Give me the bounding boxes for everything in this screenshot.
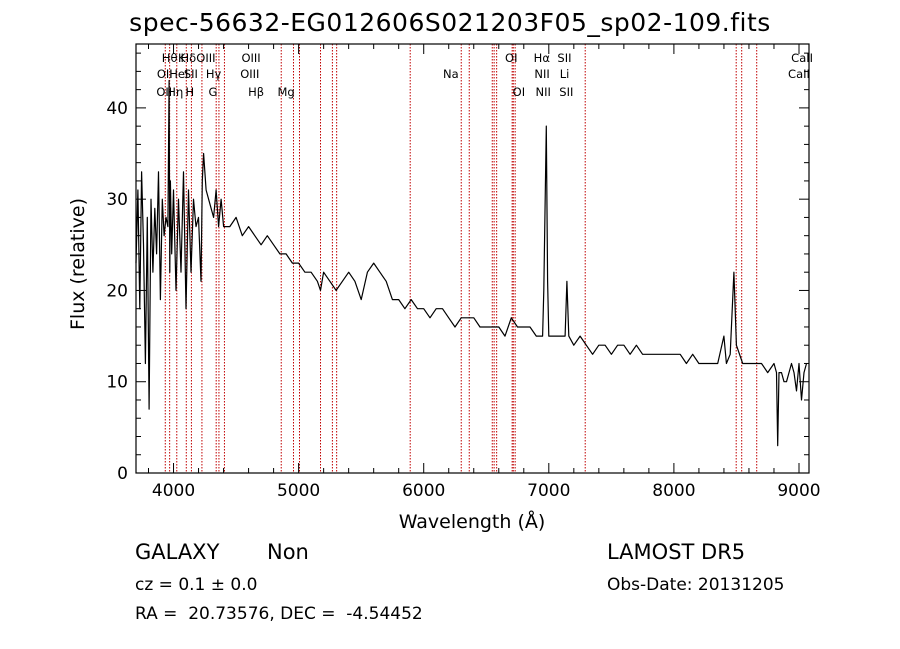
line-id-label: Hδ [180,51,196,65]
y-tick-label: 40 [106,99,128,119]
y-tick-label: 10 [106,373,128,393]
line-id-label: SII [559,85,573,99]
y-tick-label: 30 [106,190,128,210]
line-id-label: SII [184,67,198,81]
x-axis-label: Wavelength (Å) [398,511,546,533]
x-tick-label: 6000 [402,481,445,501]
line-id-label: H [185,85,194,99]
x-tick-label: 8000 [652,481,695,501]
line-id-label: OII [156,85,172,99]
redshift-cz: cz = 0.1 ± 0.0 [135,575,258,595]
chart-title: spec-56632-EG012606S021203F05_sp02-109.f… [129,8,771,37]
line-id-label: NII [534,67,549,81]
object-class: GALAXY [135,540,220,564]
line-id-label: OII [157,67,173,81]
line-id-label: Hη [167,85,183,99]
line-id-label: Mg [277,85,294,99]
spectrum-line [135,79,808,447]
line-id-label: OIII [196,51,215,65]
line-id-label: K [178,51,186,65]
survey-name: LAMOST DR5 [607,540,746,564]
line-id-label: Li [560,67,570,81]
x-tick-label: 5000 [277,481,320,501]
line-id-label: OI [513,85,525,99]
line-id-label: OI [505,51,517,65]
ra-dec: RA = 20.73576, DEC = -4.54452 [135,604,423,624]
line-id-label: Hθ [162,51,178,65]
line-id-label: OIII [240,67,259,81]
line-id-label: G [208,85,217,99]
y-tick-label: 0 [117,464,128,484]
x-tick-label: 7000 [527,481,570,501]
line-id-label: CaII [788,67,810,81]
line-id-label: SII [557,51,571,65]
object-subclass: Non [267,540,309,564]
line-id-label: Hα [534,51,551,65]
obs-date: Obs-Date: 20131205 [607,575,785,595]
line-id-label: CaII [791,51,813,65]
line-id-label: Hγ [206,67,222,81]
line-id-label: NII [535,85,550,99]
plot-frame [135,43,810,474]
line-id-label: Na [443,67,459,81]
x-tick-label: 9000 [777,481,820,501]
x-tick-label: 4000 [152,481,195,501]
y-tick-label: 20 [106,281,128,301]
line-id-label: HeI [169,67,188,81]
line-id-label: OIII [241,51,260,65]
line-id-label: Hβ [248,85,264,99]
